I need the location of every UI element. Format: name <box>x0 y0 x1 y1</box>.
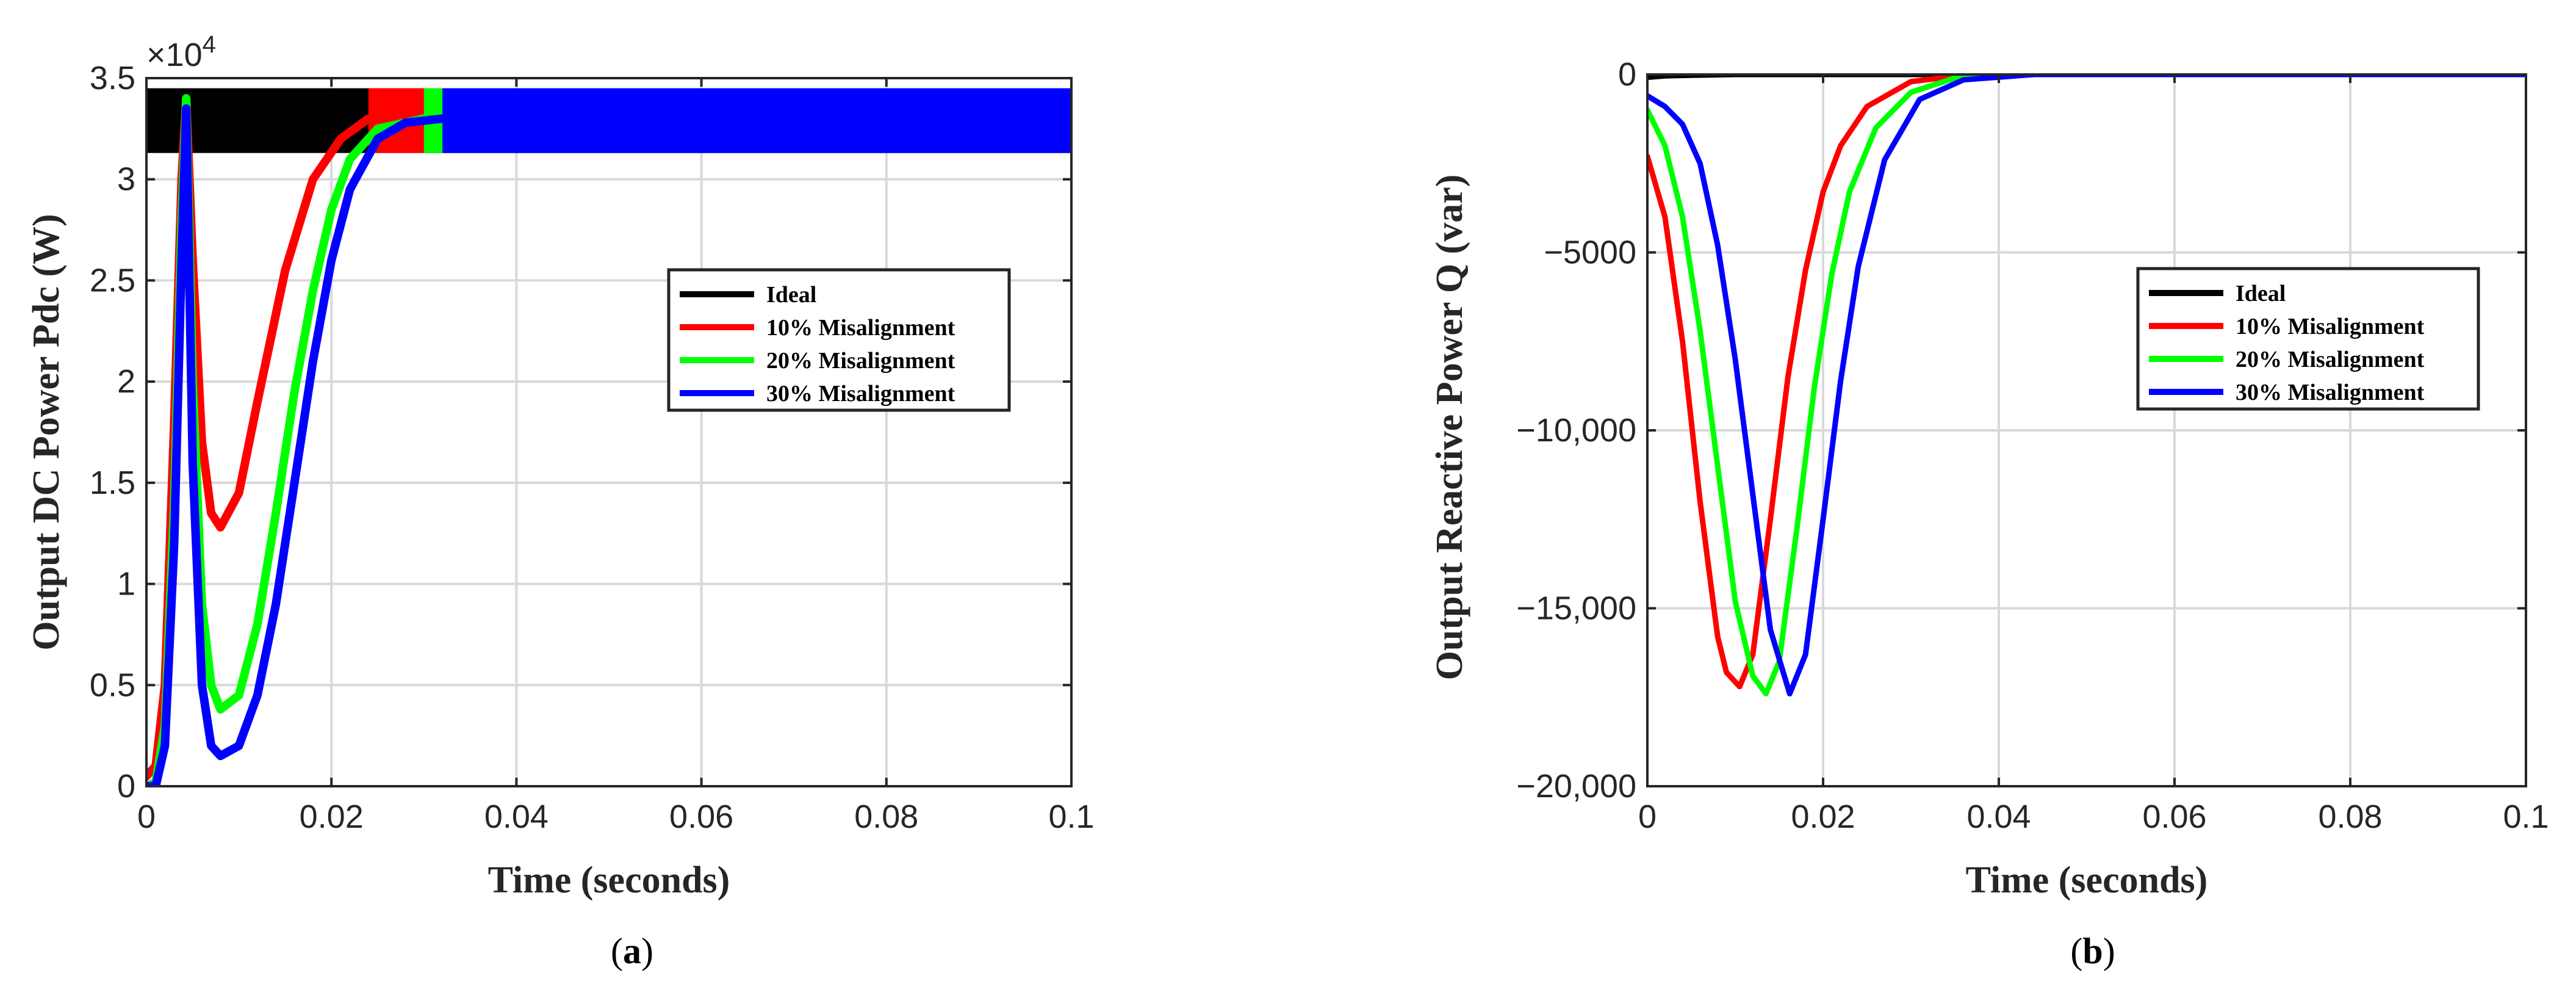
panel-a-x-tick-label: 0.04 <box>484 798 549 835</box>
panel-b-y-tick-label: −20,000 <box>1516 768 1636 805</box>
panel-b-y-tick-label: −5000 <box>1544 234 1636 271</box>
panel-a-legend-label-30pct-misalignment: 30% Misalignment <box>766 381 955 407</box>
panel-a-plot-frame <box>145 77 1073 787</box>
panel-a-y-exponent: ×104 <box>146 31 216 73</box>
panel-a-y-tick-label: 1 <box>117 566 135 602</box>
panel-a-ticks: 0 0.02 0.04 0.06 0.08 0.1 0 0.5 1 1.5 2 2.5 3 3.5 <box>90 60 1095 835</box>
panel-b-grid <box>1647 74 2526 786</box>
panel-b-x-axis-title: Time (seconds) <box>1966 859 2208 901</box>
panel-b-y-tick-label: −10,000 <box>1516 412 1636 449</box>
panel-b-y-axis-title: Output Reactive Power Q (var) <box>1429 175 1470 681</box>
panel-b-legend-label-10pct-misalignment: 10% Misalignment <box>2236 314 2425 339</box>
panel-a-y-tick-label: 1.5 <box>90 465 135 501</box>
panel-a-y-tick-label: 2.5 <box>90 262 135 298</box>
panel-b-x-tick-label: 0.1 <box>2503 798 2549 835</box>
panel-b-series-30pct-misalignment <box>1647 74 2526 696</box>
panel-b-x-tick-label: 0.06 <box>2142 798 2206 835</box>
panel-a-y-exponent-base: ×10 <box>146 37 203 73</box>
panel-a-x-tick-label: 0.02 <box>300 798 364 835</box>
panel-a-x-tick-label: 0.08 <box>854 798 918 835</box>
panel-b-x-tick-label: 0 <box>1638 798 1657 835</box>
panel-b-ticks: 0 0.02 0.04 0.06 0.08 0.1 −20,000 −15,000 −10,00… <box>1516 56 2549 835</box>
panel-a-x-tick-label: 0.1 <box>1048 798 1094 835</box>
panel-b-x-tick-label: 0.04 <box>1966 798 2031 835</box>
panel-b-legend: Ideal 10% Misalignment 20% Misalignment 30%… <box>2136 267 2480 411</box>
panel-b-x-tick-label: 0.02 <box>1791 798 1855 835</box>
panel-a-y-tick-label: 0 <box>117 768 135 805</box>
panel-a-x-tick-label: 0 <box>137 798 156 835</box>
panel-a-legend-label-20pct-misalignment: 20% Misalignment <box>766 348 955 374</box>
panel-a-legend-box <box>667 268 1011 412</box>
panel-a-plot <box>146 88 1071 786</box>
panel-b-y-tick-label: 0 <box>1618 56 1636 93</box>
panel-a-series-30pct-misalignment <box>146 104 1071 786</box>
panel-a-x-axis-title: Time (seconds) <box>488 859 730 901</box>
panel-a: 0 0.02 0.04 0.06 0.08 0.1 0 0.5 1 1.5 2 2.5 3 3.5 ×10… <box>26 31 1095 971</box>
panel-a-y-tick-label: 3 <box>117 161 135 198</box>
panel-b-x-tick-label: 0.08 <box>2318 798 2382 835</box>
panel-a-caption-letter: a <box>623 931 641 971</box>
panel-b-caption-letter: b <box>2082 931 2103 971</box>
panel-a-y-tick-label: 0.5 <box>90 667 135 703</box>
panel-a-legend-label-10pct-misalignment: 10% Misalignment <box>766 315 955 341</box>
panel-b-series-20pct-misalignment <box>1647 74 2526 696</box>
panel-a-caption: (a) <box>611 931 653 971</box>
panel-a-y-tick-label: 3.5 <box>90 60 135 96</box>
panel-b-y-tick-label: −15,000 <box>1516 590 1636 627</box>
panel-b: 0 0.02 0.04 0.06 0.08 0.1 −20,000 −15,000 −10,00… <box>1429 56 2549 971</box>
panel-a-legend-label-ideal: Ideal <box>766 282 816 308</box>
panel-b-legend-label-ideal: Ideal <box>2236 281 2286 306</box>
panel-b-series-10pct-misalignment <box>1647 74 2526 690</box>
panel-b-caption: (b) <box>2070 931 2115 971</box>
panel-a-y-exponent-power: 4 <box>203 31 216 58</box>
panel-a-legend: Ideal 10% Misalignment 20% Misalignment 30%… <box>667 268 1011 412</box>
panel-a-x-tick-label: 0.06 <box>669 798 733 835</box>
panel-b-legend-entries: Ideal 10% Misalignment 20% Misalignment 30%… <box>2149 281 2425 405</box>
panel-a-legend-entries: Ideal 10% Misalignment 20% Misalignment 30%… <box>680 282 955 407</box>
panel-a-series-group <box>146 88 1071 786</box>
panel-a-y-tick-label: 2 <box>117 363 135 400</box>
panel-b-legend-label-20pct-misalignment: 20% Misalignment <box>2236 347 2425 372</box>
panel-a-y-axis-title: Output DC Power Pdc (W) <box>26 214 67 650</box>
panel-b-legend-label-30pct-misalignment: 30% Misalignment <box>2236 380 2425 405</box>
